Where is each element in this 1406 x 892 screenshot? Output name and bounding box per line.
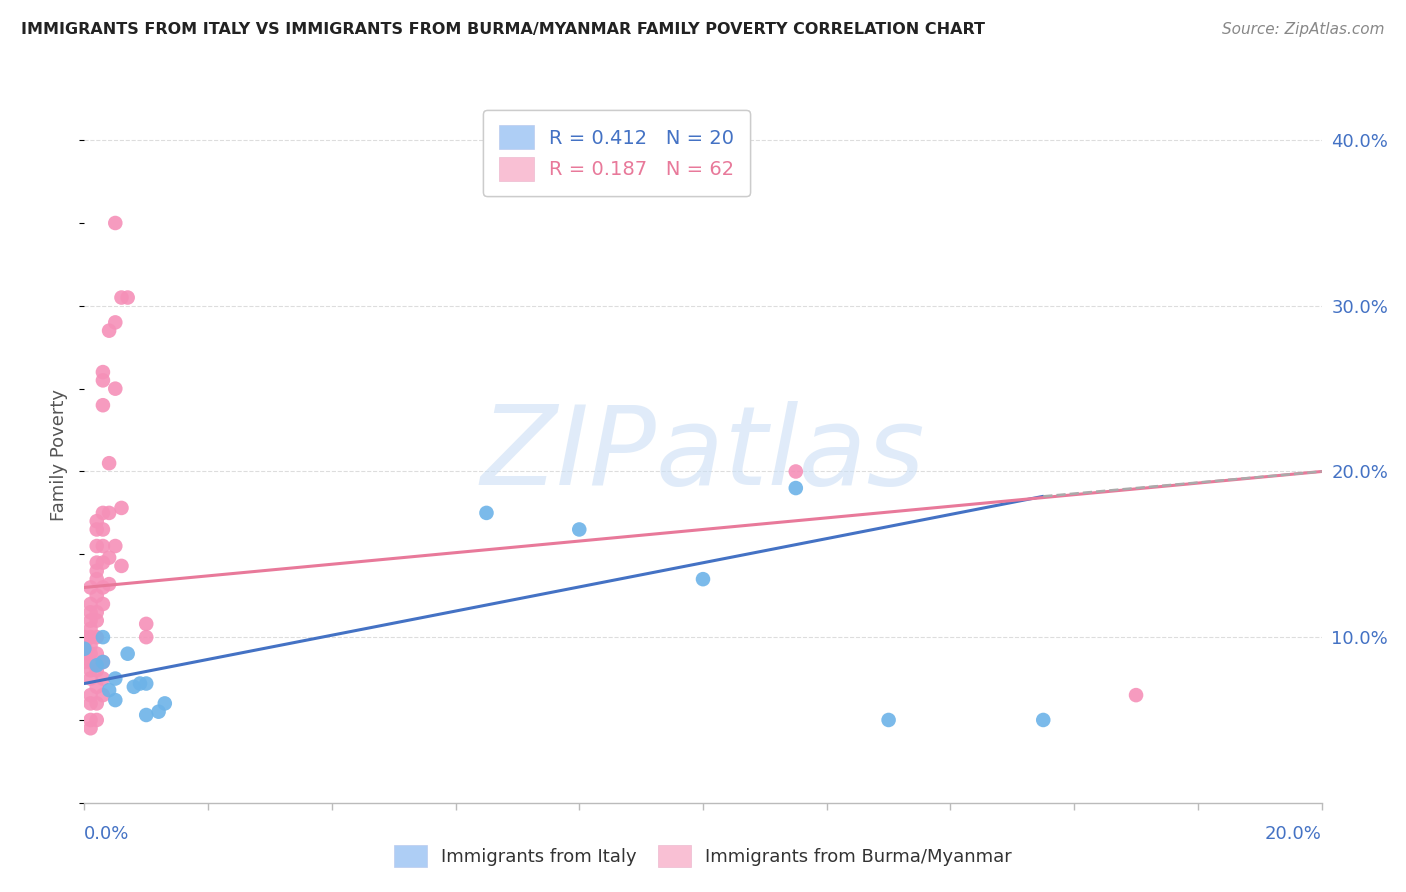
Point: [877, 713, 900, 727]
Point: [86, 605, 108, 619]
Point: [122, 680, 145, 694]
Point: [79, 605, 101, 619]
Point: [79, 697, 101, 711]
Point: [785, 481, 807, 495]
Text: 20.0%: 20.0%: [1265, 825, 1322, 843]
Point: [86, 647, 108, 661]
Y-axis label: Family Poverty: Family Poverty: [51, 389, 69, 521]
Point: [86, 564, 108, 578]
Point: [104, 315, 127, 329]
Point: [98, 577, 121, 591]
Point: [79, 721, 101, 735]
Point: [148, 705, 170, 719]
Point: [98, 324, 121, 338]
Point: [135, 630, 157, 644]
Point: [91, 539, 114, 553]
Point: [91, 556, 114, 570]
Point: [91, 373, 114, 387]
Point: [98, 683, 121, 698]
Point: [86, 572, 108, 586]
Legend: Immigrants from Italy, Immigrants from Burma/Myanmar: Immigrants from Italy, Immigrants from B…: [387, 838, 1019, 874]
Point: [79, 622, 101, 636]
Point: [475, 506, 498, 520]
Point: [117, 647, 139, 661]
Point: [98, 456, 121, 470]
Point: [86, 539, 108, 553]
Point: [98, 550, 121, 565]
Point: [86, 680, 108, 694]
Point: [86, 614, 108, 628]
Point: [86, 713, 108, 727]
Point: [104, 382, 127, 396]
Point: [91, 506, 114, 520]
Point: [79, 713, 101, 727]
Point: [79, 655, 101, 669]
Point: [104, 216, 127, 230]
Text: IMMIGRANTS FROM ITALY VS IMMIGRANTS FROM BURMA/MYANMAR FAMILY POVERTY CORRELATIO: IMMIGRANTS FROM ITALY VS IMMIGRANTS FROM…: [21, 22, 986, 37]
Point: [73, 647, 96, 661]
Point: [91, 365, 114, 379]
Point: [86, 663, 108, 677]
Point: [110, 500, 132, 515]
Point: [79, 639, 101, 653]
Point: [692, 572, 714, 586]
Point: [117, 291, 139, 305]
Point: [98, 506, 121, 520]
Point: [86, 589, 108, 603]
Point: [79, 663, 101, 677]
Point: [91, 523, 114, 537]
Point: [153, 697, 176, 711]
Point: [91, 672, 114, 686]
Point: [73, 630, 96, 644]
Point: [91, 655, 114, 669]
Text: ZIPatlas: ZIPatlas: [481, 401, 925, 508]
Point: [91, 398, 114, 412]
Legend: R = 0.412   N = 20, R = 0.187   N = 62: R = 0.412 N = 20, R = 0.187 N = 62: [484, 110, 749, 196]
Point: [91, 597, 114, 611]
Point: [73, 639, 96, 653]
Point: [79, 647, 101, 661]
Point: [1125, 688, 1147, 702]
Point: [79, 630, 101, 644]
Point: [129, 676, 152, 690]
Point: [79, 672, 101, 686]
Point: [91, 581, 114, 595]
Point: [91, 655, 114, 669]
Point: [785, 465, 807, 479]
Point: [86, 697, 108, 711]
Point: [1032, 713, 1054, 727]
Point: [79, 688, 101, 702]
Point: [110, 291, 132, 305]
Text: 0.0%: 0.0%: [84, 825, 129, 843]
Point: [135, 708, 157, 723]
Point: [73, 641, 96, 656]
Point: [568, 523, 591, 537]
Point: [104, 693, 127, 707]
Point: [73, 655, 96, 669]
Point: [86, 514, 108, 528]
Point: [104, 672, 127, 686]
Point: [110, 558, 132, 573]
Point: [79, 597, 101, 611]
Point: [91, 688, 114, 702]
Text: Source: ZipAtlas.com: Source: ZipAtlas.com: [1222, 22, 1385, 37]
Point: [86, 523, 108, 537]
Point: [135, 616, 157, 631]
Point: [104, 539, 127, 553]
Point: [86, 658, 108, 673]
Point: [91, 630, 114, 644]
Point: [86, 556, 108, 570]
Point: [86, 630, 108, 644]
Point: [79, 581, 101, 595]
Point: [79, 614, 101, 628]
Point: [135, 676, 157, 690]
